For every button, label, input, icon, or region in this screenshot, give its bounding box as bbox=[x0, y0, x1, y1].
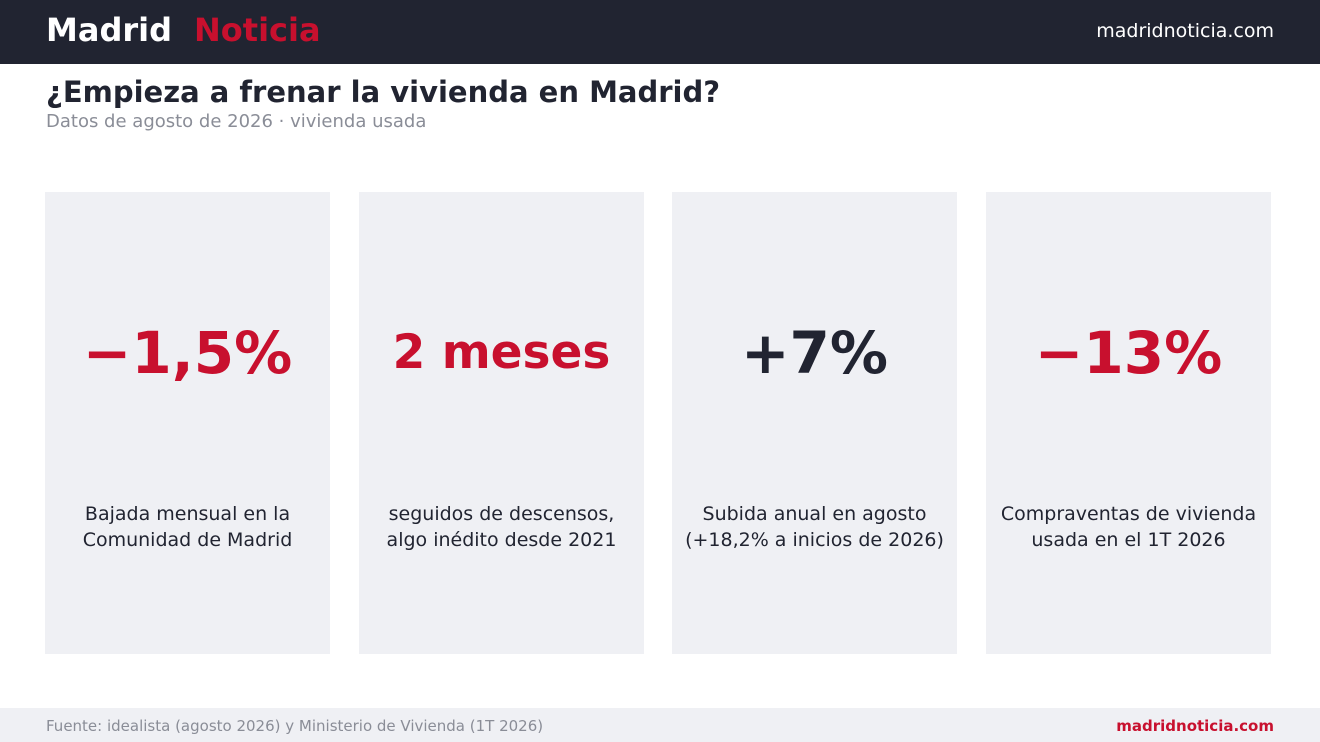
brand-logo: Madrid Noticia bbox=[46, 10, 321, 50]
stat-description-line: (+18,2% a inicios de 2026) bbox=[685, 529, 944, 551]
stat-description: Subida anual en agosto (+18,2% a inicios… bbox=[672, 501, 957, 553]
stat-value: −1,5% bbox=[82, 319, 293, 387]
page-subtitle: Datos de agosto de 2026 · vivienda usada bbox=[46, 111, 427, 132]
source-note: Fuente: idealista (agosto 2026) y Minist… bbox=[46, 717, 544, 735]
stat-description-line: Bajada mensual en la bbox=[84, 503, 291, 525]
stat-description: Bajada mensual en la Comunidad de Madrid bbox=[45, 501, 330, 553]
stat-description-line: Subida anual en agosto bbox=[702, 503, 927, 525]
brand-name-first: Madrid bbox=[46, 11, 172, 49]
header-bar: Madrid Noticia madridnoticia.com bbox=[0, 0, 1320, 64]
stat-description-line: usada en el 1T 2026 bbox=[1031, 529, 1226, 551]
header-site-url: madridnoticia.com bbox=[1096, 20, 1274, 42]
stat-card-monthly-drop: −1,5% Bajada mensual en la Comunidad de … bbox=[45, 192, 330, 654]
stat-description: Compraventas de vivienda usada en el 1T … bbox=[986, 501, 1271, 553]
stat-description-line: seguidos de descensos, bbox=[388, 503, 615, 525]
stat-description: seguidos de descensos, algo inédito desd… bbox=[359, 501, 644, 553]
stat-card-annual-rise: +7% Subida anual en agosto (+18,2% a ini… bbox=[672, 192, 957, 654]
stat-value: 2 meses bbox=[392, 325, 611, 380]
brand-name-second: Noticia bbox=[194, 11, 321, 49]
stat-description-line: algo inédito desde 2021 bbox=[386, 529, 617, 551]
stat-value: −13% bbox=[1034, 319, 1223, 387]
stat-card-consecutive-months: 2 meses seguidos de descensos, algo inéd… bbox=[359, 192, 644, 654]
stat-card-sales-drop: −13% Compraventas de vivienda usada en e… bbox=[986, 192, 1271, 654]
footer-site-url: madridnoticia.com bbox=[1116, 717, 1274, 735]
stat-value: +7% bbox=[740, 319, 889, 387]
page-title: ¿Empieza a frenar la vivienda en Madrid? bbox=[46, 75, 721, 109]
footer-bar: Fuente: idealista (agosto 2026) y Minist… bbox=[0, 708, 1320, 742]
stat-description-line: Compraventas de vivienda bbox=[1000, 503, 1257, 525]
stat-description-line: Comunidad de Madrid bbox=[82, 529, 293, 551]
